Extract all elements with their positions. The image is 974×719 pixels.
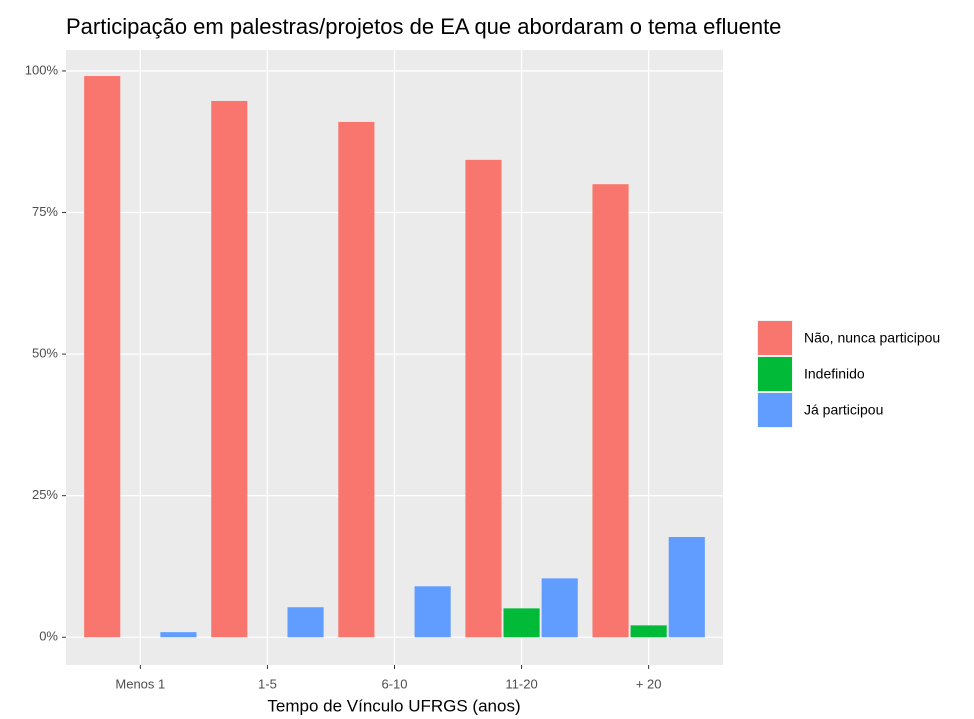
y-tick-label: 100% bbox=[25, 62, 59, 77]
y-tick-label: 0% bbox=[39, 629, 58, 644]
chart-title: Participação em palestras/projetos de EA… bbox=[66, 14, 781, 39]
bar bbox=[592, 184, 629, 638]
bar bbox=[338, 121, 375, 638]
y-tick-label: 25% bbox=[32, 487, 58, 502]
x-tick-label: 6-10 bbox=[381, 676, 407, 691]
legend-label: Indefinido bbox=[804, 366, 865, 382]
x-tick-label: + 20 bbox=[636, 676, 662, 691]
bar bbox=[160, 632, 197, 638]
y-tick-label: 75% bbox=[32, 204, 58, 219]
legend-swatch bbox=[758, 321, 792, 355]
bar bbox=[668, 537, 705, 638]
bar bbox=[287, 607, 324, 638]
bar bbox=[465, 159, 502, 638]
bar bbox=[211, 100, 248, 638]
x-axis-title: Tempo de Vínculo UFRGS (anos) bbox=[267, 696, 520, 715]
bar bbox=[503, 608, 540, 638]
bar bbox=[630, 625, 667, 638]
bar bbox=[541, 578, 578, 638]
x-tick-label: 1-5 bbox=[258, 676, 277, 691]
x-tick-label: Menos 1 bbox=[115, 676, 165, 691]
bar bbox=[84, 76, 121, 638]
legend-swatch bbox=[758, 357, 792, 391]
legend-label: Não, nunca participou bbox=[804, 330, 940, 346]
bar bbox=[414, 586, 451, 638]
legend-swatch bbox=[758, 393, 792, 427]
y-tick-label: 50% bbox=[32, 346, 58, 361]
x-tick-label: 11-20 bbox=[505, 676, 537, 691]
legend-label: Já participou bbox=[804, 402, 883, 418]
